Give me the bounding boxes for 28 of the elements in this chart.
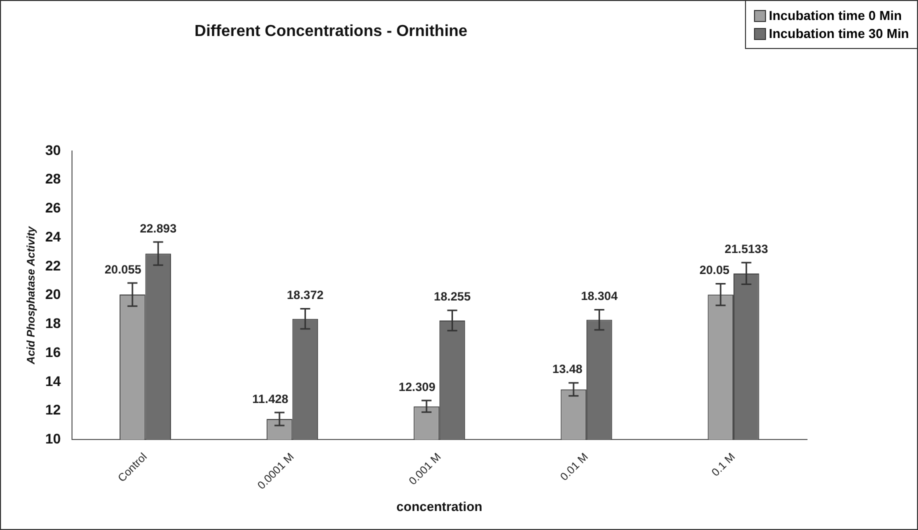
chart-title: Different Concentrations - Ornithine [194,23,468,41]
data-label: 21.5133 [724,242,768,256]
data-label: 11.428 [252,392,289,406]
x-tick-label: 0.01 M [558,451,591,484]
y-tick-label: 18 [45,315,61,332]
data-label: 22.893 [140,221,177,236]
y-axis-title: Acid Phosphatase Activity [26,226,38,366]
y-tick-label: 16 [45,344,61,360]
data-label: 20.055 [104,262,142,276]
y-tick-label: 26 [45,200,61,216]
y-tick-label: 12 [45,402,61,418]
y-tick-label: 28 [45,170,61,187]
y-tick-label: 24 [45,228,61,244]
data-label: 20.05 [699,263,730,278]
data-label: 13.48 [552,362,583,376]
x-tick-label: 0.1 M [710,451,738,480]
data-label: 18.255 [434,290,471,304]
legend-label: Incubation time 0 Min [768,8,902,23]
y-tick-label: 20 [45,286,61,302]
y-tick-label: 10 [45,430,61,446]
data-label: 12.309 [398,380,436,394]
y-tick-label: 30 [45,142,61,158]
y-tick-label: 14 [45,372,61,389]
y-tick-label: 22 [45,257,61,274]
data-label: 18.372 [286,288,324,302]
x-axis-title: concentration [396,498,482,514]
data-label: 18.304 [580,289,618,304]
legend-label: Incubation time 30 Min [768,26,909,41]
